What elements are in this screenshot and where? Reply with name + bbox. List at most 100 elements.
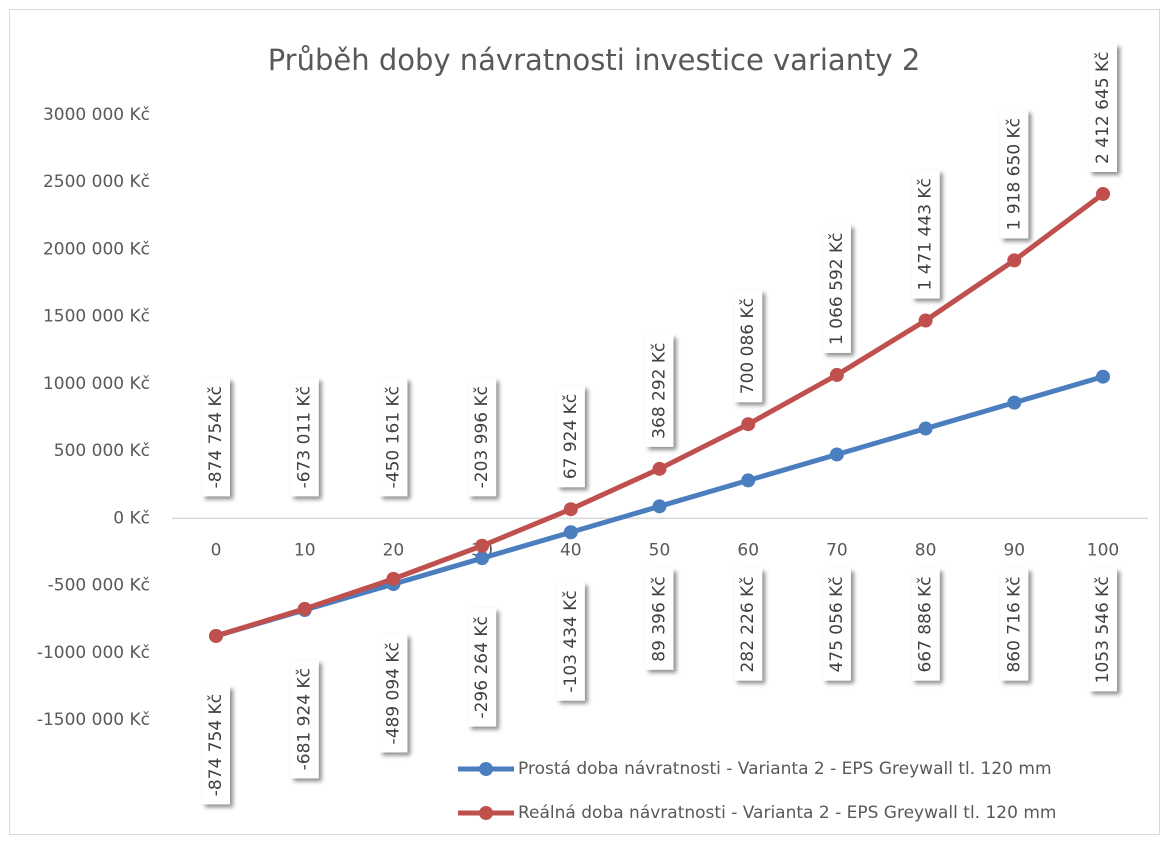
data-label-box [468,608,497,727]
data-label-text: -203 996 Kč [472,386,492,488]
x-tick-label: 90 [1003,540,1025,560]
data-point [563,525,578,540]
data-label-text: -296 264 Kč [472,616,492,718]
data-label-text: -874 754 Kč [206,694,226,796]
data-label-box [290,660,319,779]
data-label-box [379,634,408,753]
data-point [1096,186,1110,201]
data-label-text: -489 094 Kč [383,642,403,744]
data-point [918,313,933,328]
data-label: 89 396 Kč [645,568,674,670]
legend-label: Reálná doba návratnosti - Varianta 2 - E… [518,803,1056,823]
data-point [475,538,490,553]
data-label: -103 434 Kč [556,582,585,701]
data-label: 282 226 Kč [734,568,763,681]
data-point [829,447,844,462]
data-label: -874 754 Kč [202,377,230,497]
data-label-box [822,224,851,353]
data-label: 1 066 592 Kč [822,224,851,353]
data-label-box [734,568,763,681]
data-label-box [1089,568,1117,692]
data-label-text: 2 412 645 Kč [1093,52,1113,164]
y-tick-label: 2500 000 Kč [43,172,150,192]
chart-title: Průběh doby návratnosti investice varian… [268,43,921,77]
data-label-box [556,385,585,488]
data-point [475,551,490,566]
data-point [918,421,933,436]
x-tick-label: 100 [1087,540,1119,560]
data-label: -203 996 Kč [468,377,497,497]
data-label-text: 860 716 Kč [1004,576,1024,672]
y-tick-label: -1500 000 Kč [37,710,150,730]
x-tick-label: 0 [211,540,222,560]
y-tick-label: 2000 000 Kč [43,239,150,259]
data-point [563,502,578,517]
y-tick-label: 3000 000 Kč [43,105,150,125]
data-label: 1053 546 Kč [1089,568,1117,692]
data-label-text: -874 754 Kč [206,386,226,488]
data-label: -489 094 Kč [379,634,408,753]
y-tick-label: -500 000 Kč [48,576,150,596]
data-label: 1 918 650 Kč [1000,109,1029,239]
data-label-text: 1 918 650 Kč [1004,118,1024,230]
data-label: -874 754 Kč [202,685,230,805]
data-label-text: 1 471 443 Kč [916,178,936,290]
data-label-text: 667 886 Kč [916,576,936,672]
data-label-text: -681 924 Kč [295,668,315,770]
data-point [741,417,756,432]
data-label-text: 282 226 Kč [738,576,758,672]
x-tick-label: 70 [826,540,848,560]
data-point [741,473,756,488]
data-point [1096,369,1110,384]
data-label: 67 924 Kč [556,385,585,488]
y-tick-label: 1500 000 Kč [43,307,150,327]
data-point [829,367,844,382]
data-label: -450 161 Kč [379,377,408,497]
data-label-box [202,685,230,805]
y-tick-label: 1000 000 Kč [43,374,150,394]
data-label-text: 67 924 Kč [561,394,581,479]
data-label-text: 475 056 Kč [827,576,847,672]
data-point [1007,253,1022,268]
data-label-box [379,377,408,497]
data-label-text: 700 086 Kč [738,298,758,394]
data-labels: -874 754 Kč -681 924 Kč -489 094 Kč -296 26… [202,43,1117,805]
data-point [297,601,312,616]
legend-marker [479,762,493,776]
data-label-box [734,290,763,403]
data-label-text: -450 161 Kč [383,386,403,488]
data-point [652,461,667,476]
legend-marker [479,806,493,820]
data-label-box [202,377,230,497]
data-label-text: 89 396 Kč [650,576,670,661]
data-label-text: 1 066 592 Kč [827,233,847,345]
data-label: 475 056 Kč [822,568,851,681]
data-label-text: 1053 546 Kč [1093,576,1113,683]
data-label: 1 471 443 Kč [911,170,940,299]
data-point [1007,395,1022,410]
data-point [386,571,401,586]
data-label-box [290,377,319,497]
data-label-box [1000,109,1029,239]
data-label: 368 292 Kč [645,334,674,447]
data-label: -673 011 Kč [290,377,319,497]
x-tick-label: 10 [294,540,316,560]
data-label-text: -103 434 Kč [561,590,581,692]
data-label-box [645,334,674,447]
data-label: -296 264 Kč [468,608,497,727]
data-label: 2 412 645 Kč [1089,43,1117,172]
data-label-box [822,568,851,681]
y-tick-label: 0 Kč [113,508,150,528]
data-label-box [911,170,940,299]
x-tick-label: 50 [649,540,671,560]
data-point [209,628,223,643]
data-label: 667 886 Kč [911,568,940,681]
data-label-text: 368 292 Kč [650,343,670,439]
data-label-box [1089,43,1117,172]
legend-label: Prostá doba návratnosti - Varianta 2 - E… [518,759,1052,779]
data-label-text: -673 011 Kč [295,386,315,488]
data-label: 860 716 Kč [1000,568,1029,681]
data-point [652,499,667,514]
x-tick-label: 20 [383,540,405,560]
